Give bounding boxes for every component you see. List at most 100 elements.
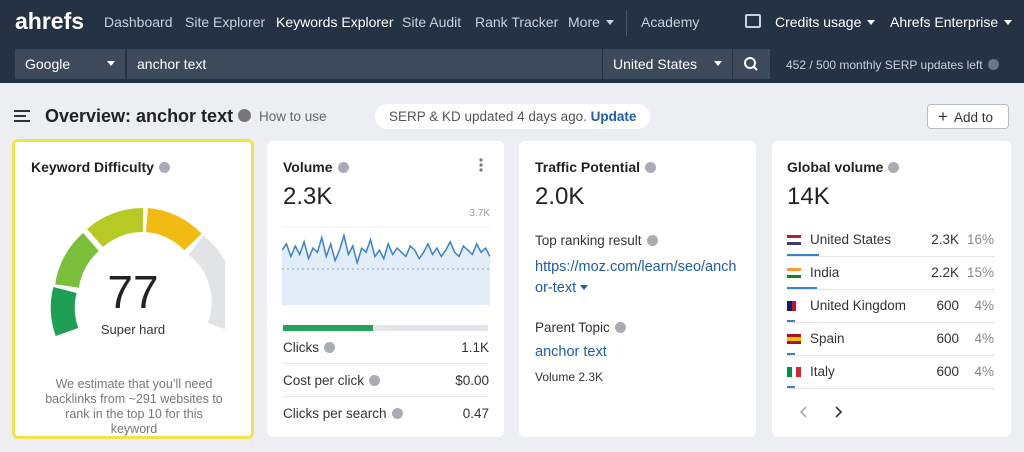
help-icon[interactable] (324, 342, 335, 353)
gauge-segment (50, 287, 79, 337)
help-icon[interactable] (337, 162, 349, 173)
title-text: Traffic Potential (535, 159, 641, 175)
share-bar (787, 254, 819, 256)
country: United States (613, 56, 698, 72)
add-to-button[interactable]: + Add to (927, 104, 1009, 129)
traffic-card: Traffic Potential 2.0K Top ranking resul… (519, 141, 756, 437)
volume-chart: 3.7K (282, 208, 490, 305)
account-label: Ahrefs Enterprise (890, 14, 999, 30)
gauge-segment (87, 207, 144, 248)
screen-icon[interactable] (745, 14, 761, 28)
nav-item[interactable]: Site Explorer (185, 14, 266, 30)
separator (787, 388, 995, 389)
parent-topic[interactable]: anchor text (535, 344, 607, 360)
top-result-url[interactable]: https://moz.com/learn/seo/anchor-text (535, 257, 740, 299)
help-icon[interactable] (369, 375, 381, 386)
update-link[interactable]: Update (590, 109, 637, 124)
metric-text: Clicks per search (283, 406, 387, 421)
flag (787, 235, 801, 245)
caret (1004, 20, 1013, 25)
metric-value: 1.1K (461, 340, 489, 355)
country-share: 16% (966, 232, 994, 247)
share-bar (787, 353, 795, 355)
country-share: 4% (974, 331, 994, 346)
caret (580, 285, 589, 290)
menu-icon[interactable] (14, 109, 32, 123)
prev[interactable] (799, 406, 807, 418)
search-button[interactable] (733, 49, 770, 79)
flag (787, 334, 801, 344)
trend-area (282, 235, 490, 305)
separator (787, 256, 995, 257)
flag-stripe (787, 271, 801, 275)
metric-value: $0.00 (455, 373, 489, 388)
separator (283, 396, 488, 397)
card-title: Volume (283, 159, 349, 175)
volume-card: Volume 2.3K 3.7K Clicks 1.1K Cost per cl… (267, 141, 504, 437)
flag-stripe (787, 340, 801, 344)
help-icon[interactable] (987, 59, 999, 70)
status: SERP & KD updated 4 days ago. (389, 109, 587, 124)
share-bar (787, 386, 795, 388)
help-icon[interactable] (614, 322, 626, 333)
metric-label: Clicks per search (283, 406, 403, 421)
logo[interactable]: ahrefs (15, 8, 85, 34)
card-title: Keyword Difficulty (31, 159, 170, 175)
gauge-segment (55, 232, 100, 289)
credits[interactable]: Credits usage (775, 14, 876, 30)
country-name: Spain (810, 331, 845, 346)
nav-item[interactable]: More (568, 14, 614, 30)
metric-text: Cost per click (283, 373, 365, 388)
how-to-use[interactable]: How to use (238, 109, 327, 124)
engine: Google (25, 56, 71, 72)
query: anchor text (137, 56, 207, 72)
nav-item[interactable]: Dashboard (104, 14, 173, 30)
help-icon[interactable] (888, 162, 900, 173)
how-to-label: How to use (259, 109, 327, 124)
query-input[interactable]: anchor text (127, 49, 602, 79)
kd-label: Super hard (100, 322, 166, 337)
top-nav: ahrefs Dashboard Site Explorer Keywords … (0, 0, 1024, 45)
flag-stripe (787, 274, 801, 278)
help-icon[interactable] (391, 408, 403, 419)
kd-score: 77 (107, 266, 159, 318)
nav-label: More (568, 14, 600, 30)
clicks-bar (283, 325, 488, 331)
separator (787, 355, 995, 356)
country-select[interactable]: United States (603, 49, 732, 79)
country-volume: 2.3K (931, 232, 959, 247)
separator (787, 322, 995, 323)
nav-item[interactable]: Site Audit (402, 14, 462, 30)
gauge-segment (145, 208, 202, 251)
gauge-segment (188, 235, 225, 330)
help-icon[interactable] (645, 162, 657, 173)
country-name: Italy (810, 364, 835, 379)
flag-stripe (787, 367, 792, 377)
help-icon[interactable] (158, 162, 170, 173)
country-share: 4% (974, 298, 994, 313)
title-text: Global volume (787, 159, 884, 175)
nav-item[interactable]: Keywords Explorer (276, 14, 394, 30)
caret (867, 20, 876, 25)
add-to-label: Add to (953, 110, 993, 125)
credits-label: Credits usage (775, 14, 862, 30)
metric-text: Clicks (283, 340, 319, 355)
country-name: India (810, 265, 840, 280)
engine-select[interactable]: Google (15, 49, 125, 79)
more-menu[interactable] (478, 157, 484, 173)
flag-stripe (796, 301, 802, 311)
help-icon[interactable] (646, 235, 658, 246)
account[interactable]: Ahrefs Enterprise (890, 14, 1013, 30)
next[interactable] (835, 406, 843, 418)
share-bar (787, 287, 817, 289)
search-icon (744, 57, 758, 71)
volume-value: 2.3K (283, 183, 333, 210)
search-row: Google anchor text United States 452 / 5… (0, 45, 1024, 83)
title-text: Volume (283, 159, 333, 175)
updates-text: 452 / 500 monthly SERP updates left (786, 58, 983, 72)
flag (787, 367, 802, 377)
label-text: Top ranking result (535, 233, 642, 248)
nav-item[interactable]: Rank Tracker (475, 14, 559, 30)
nav-item[interactable]: Academy (641, 14, 700, 30)
